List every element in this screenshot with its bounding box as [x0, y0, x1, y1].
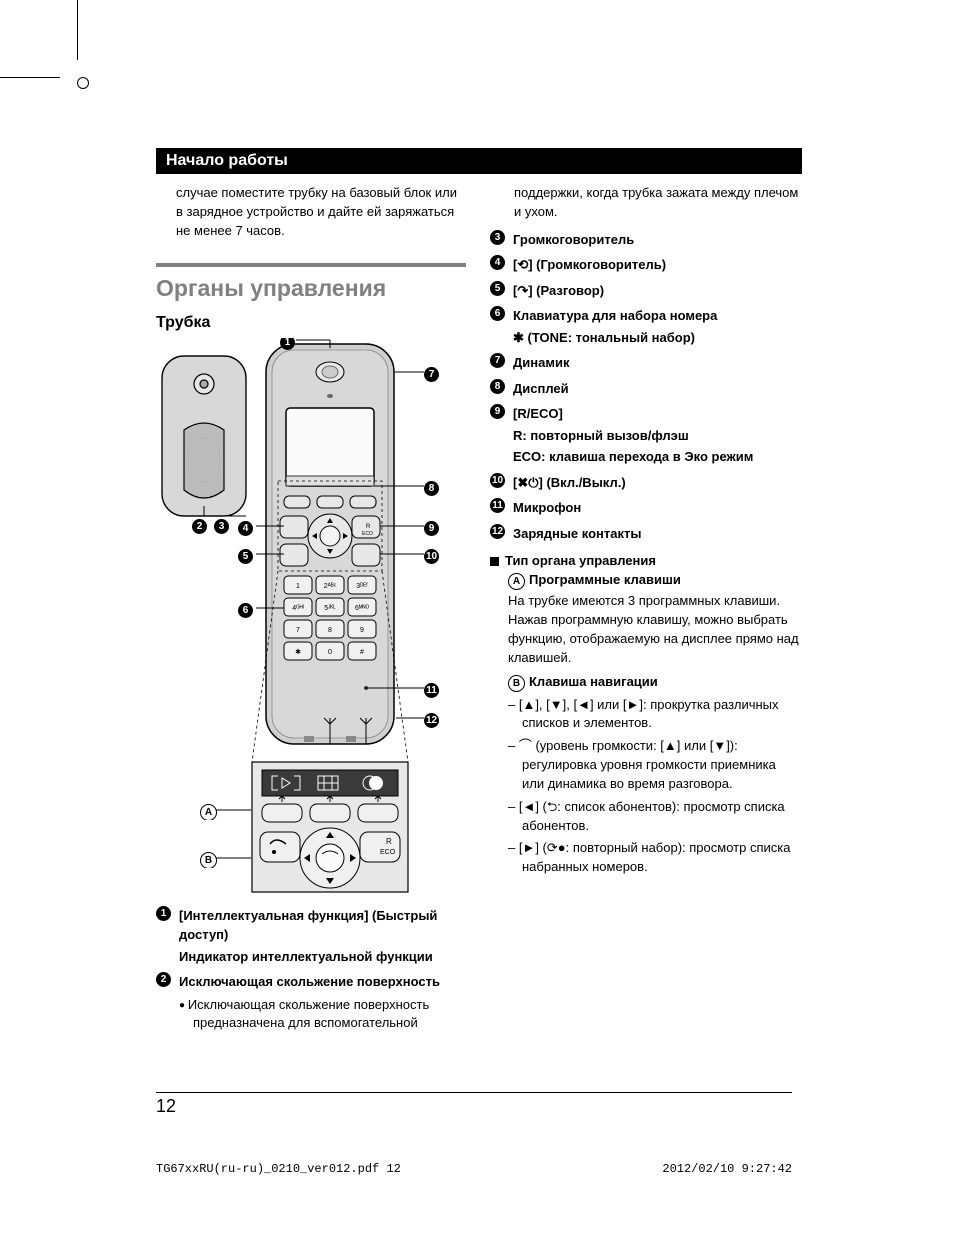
svg-text:R: R	[386, 837, 392, 846]
label-2-bullet: Исключающая скольжение поверхность предн…	[179, 996, 466, 1034]
label-4: [⟲] (Громкоговоритель)	[513, 257, 666, 272]
callout-3: 3	[214, 519, 229, 534]
label-7: Динамик	[513, 355, 569, 370]
section-rule	[156, 263, 466, 267]
heading-controls: Органы управления	[156, 275, 466, 302]
callout-1: 1	[280, 338, 295, 350]
control-type-heading: Тип органа управления	[505, 553, 656, 568]
callout-7: 7	[424, 367, 439, 382]
handset-diagram: R ECO 1 2ᴬᴮᶜ 3ᴰᴱᶠ 4ᴳᴴᴵ 5ᴶᴷᴸ 6ᴹᴺᴼ 7 8 9 ✱ 0 #	[156, 338, 458, 898]
callout-B: B	[200, 852, 217, 868]
label-9: [R/ECO]	[513, 404, 800, 424]
num-11: 11	[490, 498, 505, 513]
callout-10: 10	[424, 549, 439, 564]
num-4: 4	[490, 255, 505, 270]
label-9-e1: R: повторный вызов/флэш	[513, 426, 800, 446]
svg-text:R: R	[366, 524, 371, 530]
crop-mark	[77, 0, 78, 60]
svg-text:8: 8	[328, 627, 332, 634]
num-8: 8	[490, 379, 505, 394]
left-label-list: 1 [Интеллектуальная функция] (Быстрый до…	[156, 906, 466, 1038]
B-item-3: [◄] (⮌: список абонентов): просмотр спис…	[508, 798, 800, 836]
num-9: 9	[490, 404, 505, 419]
callout-9: 9	[424, 521, 439, 536]
label-10: [✖⏻] (Вкл./Выкл.)	[513, 475, 626, 490]
svg-text:5ᴶᴷᴸ: 5ᴶᴷᴸ	[324, 605, 336, 612]
footer-right: 2012/02/10 9:27:42	[662, 1162, 792, 1176]
A-text: На трубке имеются 3 программных клавиши.…	[508, 592, 800, 667]
svg-text:4ᴳᴴᴵ: 4ᴳᴴᴵ	[292, 605, 304, 612]
heading-handset: Трубка	[156, 314, 466, 332]
section-header: Начало работы	[156, 148, 802, 174]
B-item-2: ⌒ (уровень громкости: [▲] или [▼]): регу…	[508, 737, 800, 794]
svg-text:3ᴰᴱᶠ: 3ᴰᴱᶠ	[356, 583, 368, 590]
svg-text:2ᴬᴮᶜ: 2ᴬᴮᶜ	[324, 582, 337, 590]
callout-4: 4	[238, 521, 253, 536]
page: Начало работы случае поместите трубку на…	[0, 0, 954, 1241]
num-12: 12	[490, 524, 505, 539]
num-10: 10	[490, 473, 505, 488]
svg-text:1: 1	[296, 583, 300, 590]
page-rule	[156, 1092, 792, 1093]
label-3: Громкоговоритель	[513, 232, 634, 247]
svg-text:#: #	[360, 649, 364, 656]
label-8: Дисплей	[513, 381, 569, 396]
control-type-block: Тип органа управления A Программные клави…	[490, 553, 800, 877]
label-6: Клавиатура для набора номера	[513, 306, 800, 326]
letter-A: A	[508, 573, 525, 590]
section-title: Начало работы	[166, 152, 288, 169]
label-6-sub: ✱ (TONE: тональный набор)	[513, 328, 800, 348]
svg-text:ECO: ECO	[362, 531, 373, 537]
num-7: 7	[490, 353, 505, 368]
footer: TG67xxRU(ru-ru)_0210_ver012.pdf 12 2012/…	[156, 1162, 792, 1176]
label-item-1: 1 [Интеллектуальная функция] (Быстрый до…	[156, 906, 466, 967]
label-1-sub: Индикатор интеллектуальной функции	[179, 947, 466, 967]
callout-6: 6	[238, 603, 253, 618]
label-5: [↷] (Разговор)	[513, 283, 604, 298]
crop-mark	[0, 77, 60, 78]
square-bullet-icon	[490, 557, 499, 566]
callout-11: 11	[424, 683, 439, 698]
svg-text:0: 0	[328, 649, 332, 656]
svg-text:9: 9	[360, 627, 364, 634]
page-number: 12	[156, 1096, 176, 1117]
label-9-e2: ECO: клавиша перехода в Эко режим	[513, 447, 800, 467]
svg-text:✱: ✱	[295, 648, 301, 656]
B-item-4: [►] (⟳●: повторный набор): просмотр спис…	[508, 839, 800, 877]
B-item-1: [▲], [▼], [◄] или [►]: прокрутка различн…	[508, 696, 800, 734]
num-2: 2	[156, 972, 171, 987]
letter-B: B	[508, 675, 525, 692]
svg-text:6ᴹᴺᴼ: 6ᴹᴺᴼ	[355, 605, 369, 612]
A-title: Программные клавиши	[529, 572, 681, 587]
callout-2: 2	[192, 519, 207, 534]
left-column: случае поместите трубку на базовый блок …	[156, 184, 466, 1043]
footer-left: TG67xxRU(ru-ru)_0210_ver012.pdf 12	[156, 1162, 401, 1176]
num-1: 1	[156, 906, 171, 921]
label-12: Зарядные контакты	[513, 526, 641, 541]
label-11: Микрофон	[513, 500, 581, 515]
num-6: 6	[490, 306, 505, 321]
diagram-svg: R ECO 1 2ᴬᴮᶜ 3ᴰᴱᶠ 4ᴳᴴᴵ 5ᴶᴷᴸ 6ᴹᴺᴼ 7 8 9 ✱ 0 #	[156, 338, 458, 898]
num-5: 5	[490, 281, 505, 296]
right-label-list: 3 Громкоговоритель 4 [⟲] (Громкоговоритель…	[490, 230, 800, 544]
label-item-2: 2 Исключающая скольжение поверхность Иск…	[156, 972, 466, 1037]
intro-text: случае поместите трубку на базовый блок …	[176, 184, 466, 241]
B-title: Клавиша навигации	[529, 674, 658, 689]
callout-8: 8	[424, 481, 439, 496]
callout-A: A	[200, 804, 217, 820]
num-3: 3	[490, 230, 505, 245]
callout-12: 12	[424, 713, 439, 728]
label-1-title: [Интеллектуальная функция] (Быстрый дост…	[179, 906, 466, 945]
callout-5: 5	[238, 549, 253, 564]
label-2-title: Исключающая скольжение поверхность	[179, 972, 466, 992]
cont-text: поддержки, когда трубка зажата между пле…	[514, 184, 800, 222]
right-column: поддержки, когда трубка зажата между пле…	[490, 184, 800, 881]
crop-mark-circle	[77, 77, 89, 89]
svg-text:ECO: ECO	[380, 849, 396, 856]
svg-text:7: 7	[296, 627, 300, 634]
